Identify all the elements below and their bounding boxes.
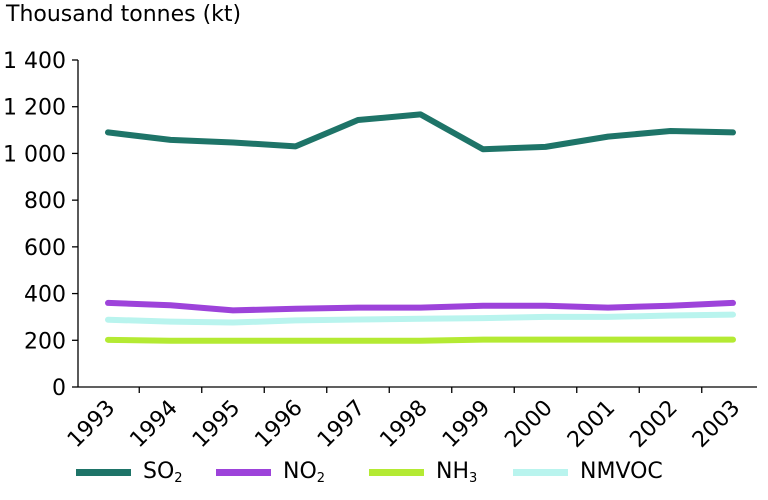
y-tick-label: 800: [24, 189, 66, 214]
no2-line: [105, 299, 736, 314]
x-tick-label: 1997: [313, 396, 370, 453]
y-axis-title: Thousand tonnes (kt): [6, 2, 242, 27]
legend-item-nh3: NH3: [369, 452, 477, 492]
tick-labels: 0 200 400 600 800 1 000 1 200 1 400 1993 1994 1995…: [3, 49, 745, 453]
x-tick-label: 2002: [625, 396, 682, 453]
x-tick-label: 2001: [563, 396, 620, 453]
legend-item-no2: NO2: [216, 452, 325, 492]
so2-line: [105, 111, 736, 153]
series-lines: [105, 111, 736, 344]
legend-swatch-no2: [216, 468, 271, 476]
x-tick-label: 1996: [250, 396, 307, 453]
legend-item-so2: SO2: [76, 452, 183, 492]
legend: SO2 NO2 NH3 NMVOC: [76, 452, 766, 492]
x-tick-label: 1993: [63, 396, 120, 453]
y-tick-label: 1 000: [3, 142, 66, 167]
legend-item-nmvoc: NMVOC: [513, 452, 663, 492]
legend-swatch-nmvoc: [513, 468, 568, 476]
x-tick-label: 2003: [688, 396, 745, 453]
x-tick-label: 1995: [188, 396, 245, 453]
legend-label-nmvoc: NMVOC: [580, 458, 663, 484]
x-tick-label: 1998: [375, 396, 432, 453]
y-tick-label: 600: [24, 236, 66, 261]
axes: [72, 59, 757, 393]
nmvoc-line: [105, 311, 736, 326]
y-tick-label: 200: [24, 329, 66, 354]
legend-label-so2: SO2: [143, 458, 183, 486]
legend-label-no2: NO2: [283, 458, 326, 486]
x-tick-label: 1994: [125, 396, 182, 453]
y-tick-label: 0: [52, 376, 66, 401]
y-tick-label: 1 400: [3, 49, 66, 74]
legend-swatch-nh3: [369, 468, 424, 476]
legend-swatch-so2: [76, 468, 131, 476]
y-tick-label: 1 200: [3, 96, 66, 121]
y-tick-label: 400: [24, 283, 66, 308]
legend-label-nh3: NH3: [436, 458, 478, 486]
x-tick-label: 2000: [500, 396, 557, 453]
x-tick-label: 1999: [438, 396, 495, 453]
nh3-line: [105, 336, 736, 344]
